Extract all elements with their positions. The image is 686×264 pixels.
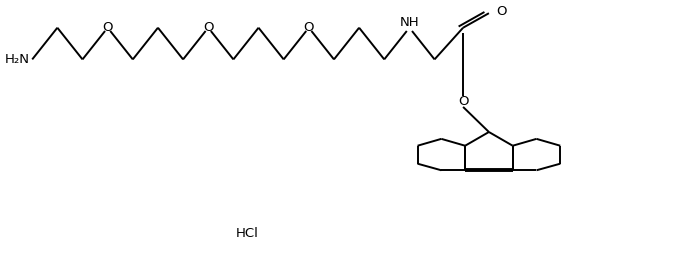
Text: O: O: [102, 21, 113, 34]
Text: O: O: [496, 4, 506, 18]
Text: NH: NH: [399, 16, 419, 29]
Text: O: O: [304, 21, 314, 34]
Text: H₂N: H₂N: [5, 53, 30, 66]
Text: HCl: HCl: [236, 227, 259, 240]
Text: O: O: [203, 21, 213, 34]
Text: O: O: [458, 95, 469, 108]
